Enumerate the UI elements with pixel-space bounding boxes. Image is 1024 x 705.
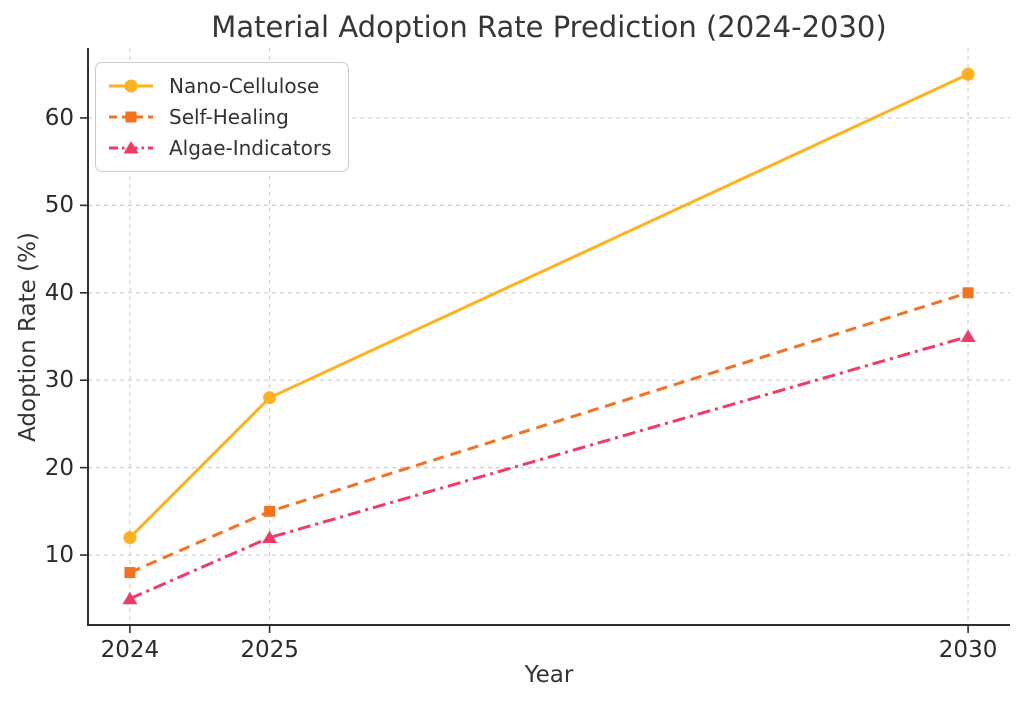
data-point-marker (124, 567, 136, 579)
series-line-self-healing (129, 291, 969, 574)
data-point-marker (122, 591, 138, 605)
x-tick-label: 2024 (100, 637, 160, 663)
legend-label: Self-Healing (169, 105, 289, 129)
y-tick-label: 10 (44, 542, 74, 569)
legend-item: Self-Healing (108, 105, 332, 129)
y-axis-label: Adoption Rate (%) (15, 232, 41, 442)
y-tick-label: 40 (44, 279, 74, 306)
data-point-marker (262, 530, 278, 544)
legend-label: Algae-Indicators (169, 136, 332, 160)
data-point-marker (263, 391, 277, 405)
legend-label: Nano-Cellulose (169, 74, 320, 98)
y-tick-label: 50 (44, 192, 74, 219)
y-tick-label: 20 (44, 454, 74, 481)
legend-line-sample (109, 111, 153, 123)
legend-item: Algae-Indicators (108, 136, 332, 160)
legend-line-sample (109, 79, 153, 93)
chart-title: Material Adoption Rate Prediction (2024-… (211, 10, 887, 44)
data-point-marker (123, 531, 137, 545)
x-tick-label: 2025 (240, 637, 299, 663)
data-point-marker (960, 329, 976, 342)
x-axis-label: Year (524, 662, 574, 688)
legend: Nano-Cellulose Self-Healing Algae-Indicato… (95, 62, 349, 172)
legend-marker-square-icon (125, 111, 137, 123)
data-point-marker (264, 505, 276, 517)
data-point-marker (961, 67, 975, 81)
legend-line-sample (109, 141, 153, 154)
y-tick-label: 30 (44, 367, 74, 394)
legend-item: Nano-Cellulose (108, 74, 332, 98)
legend-marker-triangle-icon (123, 141, 139, 154)
y-tick-label: 60 (44, 104, 74, 131)
x-tick-label: 2030 (938, 637, 998, 663)
legend-marker-circle-icon (124, 79, 138, 93)
data-point-marker (962, 287, 974, 299)
